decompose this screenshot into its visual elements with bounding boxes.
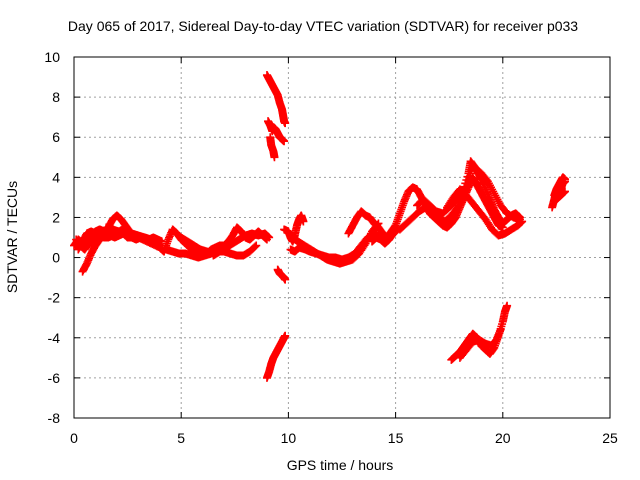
x-tick-label: 0	[70, 430, 78, 446]
data-point	[281, 331, 290, 340]
data-point	[299, 217, 308, 226]
x-tick-label: 20	[495, 430, 511, 446]
data-point	[265, 233, 274, 242]
chart-title: Day 065 of 2017, Sidereal Day-to-day VTE…	[68, 18, 578, 34]
data-point	[496, 325, 505, 334]
x-tick-label: 5	[177, 430, 185, 446]
y-axis-ticks: -8 -6 -4 -2 0 2 4 6 8 10	[44, 49, 610, 426]
plot-frame	[73, 56, 611, 419]
data-point	[281, 119, 290, 128]
x-tick-label: 25	[602, 430, 618, 446]
x-axis-ticks: 0 5 10 15 20 25	[70, 57, 618, 446]
data-point	[518, 217, 527, 226]
data-point	[281, 275, 290, 284]
data-point	[252, 241, 261, 250]
y-tick-label: 0	[52, 250, 60, 266]
y-tick-label: 6	[52, 129, 60, 145]
data-point	[251, 242, 260, 251]
y-tick-label: -2	[48, 290, 61, 306]
data-point	[503, 301, 512, 310]
x-tick-label: 15	[388, 430, 404, 446]
y-tick-label: -4	[48, 330, 61, 346]
data-point	[560, 187, 569, 196]
data-point	[560, 175, 569, 184]
y-tick-label: 2	[52, 209, 60, 225]
x-axis-label: GPS time / hours	[287, 457, 394, 473]
data-point	[270, 153, 279, 162]
data-point	[209, 249, 218, 258]
y-tick-label: 10	[44, 49, 60, 65]
y-tick-label: -8	[48, 410, 61, 426]
y-tick-label: 8	[52, 89, 60, 105]
data-point	[280, 137, 289, 146]
y-axis-label: SDTVAR / TECUs	[4, 181, 20, 293]
x-tick-label: 10	[281, 430, 297, 446]
y-tick-label: 4	[52, 169, 60, 185]
y-tick-label: -6	[48, 370, 61, 386]
data-points	[70, 71, 569, 382]
